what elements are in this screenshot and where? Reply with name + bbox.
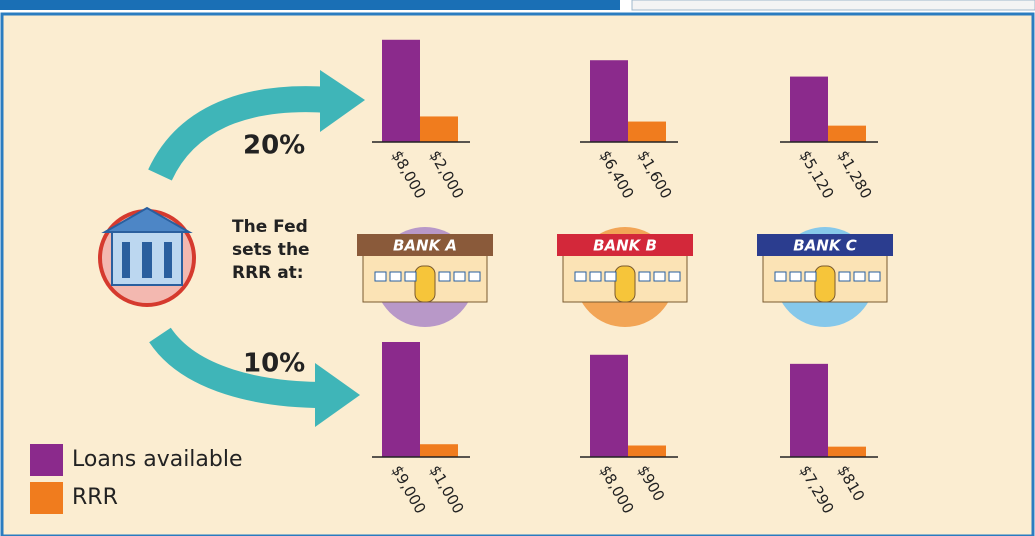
- fed-label: RRR at:: [232, 263, 304, 283]
- bar: [828, 126, 866, 142]
- legend-label: Loans available: [72, 447, 243, 472]
- bank-window: [790, 272, 801, 281]
- bank-window: [669, 272, 680, 281]
- bank-window: [869, 272, 880, 281]
- bar: [590, 60, 628, 142]
- bar: [828, 447, 866, 457]
- bar: [628, 122, 666, 142]
- rate-label: 20%: [243, 131, 305, 161]
- bank-name: BANK C: [793, 237, 856, 255]
- bank-window: [605, 272, 616, 281]
- bank-window: [839, 272, 850, 281]
- bank-window: [590, 272, 601, 281]
- bank-door: [815, 266, 835, 302]
- bank-window: [775, 272, 786, 281]
- header-box: [632, 0, 1035, 10]
- bank-window: [575, 272, 586, 281]
- bank-window: [375, 272, 386, 281]
- bar: [628, 446, 666, 458]
- bar: [420, 444, 458, 457]
- bank-window: [854, 272, 865, 281]
- bank-door: [415, 266, 435, 302]
- fed-icon: [100, 208, 194, 305]
- legend-swatch: [30, 482, 63, 514]
- bank-window: [654, 272, 665, 281]
- bar: [420, 116, 458, 142]
- bank-window: [390, 272, 401, 281]
- bank-window: [469, 272, 480, 281]
- bank-window: [639, 272, 650, 281]
- bar: [790, 77, 828, 142]
- bank-window: [405, 272, 416, 281]
- bar: [382, 342, 420, 457]
- legend-swatch: [30, 444, 63, 476]
- bank-window: [454, 272, 465, 281]
- bar: [382, 40, 420, 142]
- legend-label: RRR: [72, 485, 118, 510]
- bar: [590, 355, 628, 457]
- rate-label: 10%: [243, 349, 305, 379]
- bank-name: BANK B: [593, 237, 657, 255]
- bank-name: BANK A: [393, 237, 457, 255]
- bank-window: [805, 272, 816, 281]
- header-bar: [0, 0, 620, 10]
- bank-door: [615, 266, 635, 302]
- fed-label: The Fed: [232, 217, 308, 237]
- bar: [790, 364, 828, 457]
- bank-window: [439, 272, 450, 281]
- infographic: The Fed sets the RRR at: 20% 10% $8,000$…: [0, 0, 1035, 536]
- fed-label: sets the: [232, 240, 310, 260]
